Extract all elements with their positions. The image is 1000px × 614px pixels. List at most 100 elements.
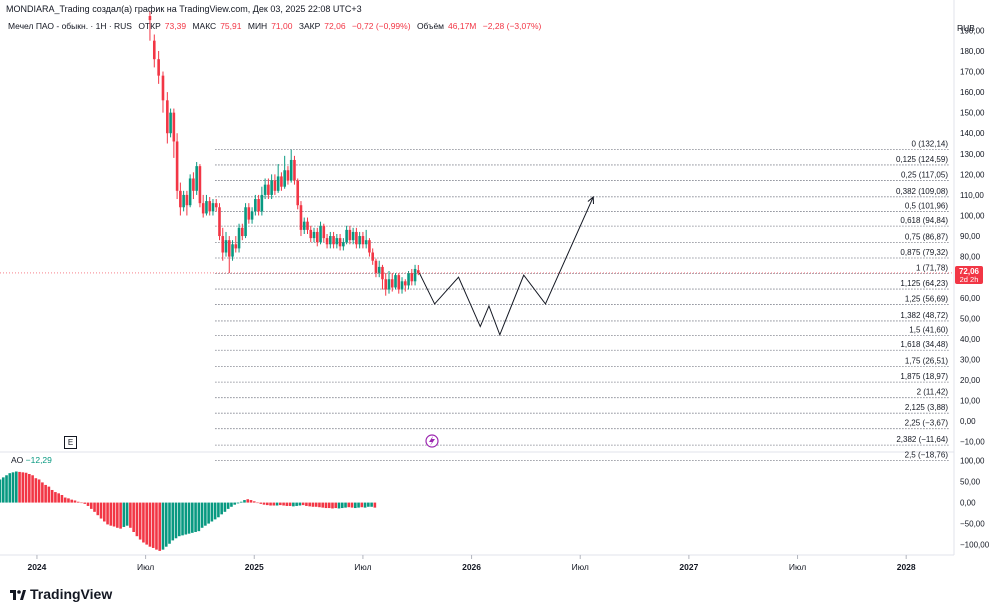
candle[interactable] bbox=[400, 277, 404, 294]
candle[interactable] bbox=[198, 164, 202, 208]
candle[interactable] bbox=[387, 271, 391, 294]
candle[interactable] bbox=[214, 199, 218, 212]
candle[interactable] bbox=[161, 71, 165, 113]
earnings-marker[interactable]: E bbox=[64, 436, 77, 449]
candle[interactable] bbox=[296, 178, 300, 210]
candle[interactable] bbox=[403, 279, 407, 292]
candle[interactable] bbox=[394, 273, 397, 290]
candle[interactable] bbox=[169, 108, 172, 138]
price-axis[interactable]: 190,00 180,00 170,00 160,00 150,00 140,00 130,… bbox=[960, 26, 985, 446]
candle[interactable] bbox=[172, 108, 176, 158]
candle[interactable] bbox=[283, 155, 286, 189]
candle[interactable] bbox=[218, 203, 221, 241]
candle[interactable] bbox=[289, 149, 293, 183]
candle[interactable] bbox=[185, 190, 189, 216]
candle[interactable] bbox=[417, 265, 420, 276]
tradingview-logo[interactable]: TradingView bbox=[10, 586, 112, 602]
candle[interactable] bbox=[329, 231, 332, 249]
candle[interactable] bbox=[361, 231, 365, 249]
symbol-name[interactable]: Мечел ПАО - обыкн. · 1H · RUS bbox=[8, 21, 132, 31]
candle[interactable] bbox=[276, 164, 280, 193]
candle[interactable] bbox=[188, 174, 192, 208]
candle[interactable] bbox=[224, 231, 228, 257]
candle[interactable] bbox=[413, 264, 417, 286]
candle[interactable] bbox=[208, 196, 212, 216]
candle[interactable] bbox=[312, 227, 316, 243]
candle[interactable] bbox=[358, 231, 361, 249]
candle-body bbox=[358, 236, 361, 245]
candle[interactable] bbox=[384, 273, 388, 296]
candle[interactable] bbox=[322, 223, 326, 243]
candle[interactable] bbox=[325, 234, 329, 249]
candle[interactable] bbox=[315, 227, 319, 247]
ao-bar bbox=[41, 482, 44, 503]
lightning-icon[interactable] bbox=[425, 434, 439, 448]
candle[interactable] bbox=[286, 166, 290, 185]
candle[interactable] bbox=[306, 217, 309, 234]
candle[interactable] bbox=[335, 234, 339, 249]
candles[interactable] bbox=[148, 11, 420, 296]
projection-line[interactable] bbox=[418, 196, 594, 337]
candle[interactable] bbox=[240, 223, 244, 241]
candle[interactable] bbox=[280, 172, 283, 191]
candle[interactable] bbox=[374, 258, 378, 278]
candle[interactable] bbox=[299, 201, 303, 237]
candle[interactable] bbox=[182, 190, 185, 212]
candle[interactable] bbox=[267, 178, 270, 200]
candle[interactable] bbox=[211, 199, 215, 216]
candle[interactable] bbox=[302, 217, 306, 234]
currency-label[interactable]: RUB bbox=[957, 23, 975, 33]
candle[interactable] bbox=[257, 194, 260, 216]
candle[interactable] bbox=[205, 194, 208, 216]
time-axis[interactable]: 2024 Июл 2025 Июл 2026 Июл 2027 Июл 2028 bbox=[27, 555, 916, 572]
candle[interactable] bbox=[345, 225, 348, 245]
candle[interactable] bbox=[166, 92, 169, 144]
candle[interactable] bbox=[348, 225, 352, 245]
candle[interactable] bbox=[227, 236, 231, 274]
candle[interactable] bbox=[179, 182, 182, 216]
candle[interactable] bbox=[273, 174, 277, 195]
candle[interactable] bbox=[195, 162, 198, 195]
candle[interactable] bbox=[368, 238, 371, 257]
candle[interactable] bbox=[152, 34, 156, 68]
candle[interactable] bbox=[157, 50, 160, 84]
candle[interactable] bbox=[351, 227, 355, 245]
candle[interactable] bbox=[332, 231, 335, 249]
candle[interactable] bbox=[175, 133, 179, 200]
candle[interactable] bbox=[355, 227, 358, 249]
candle[interactable] bbox=[247, 203, 251, 224]
candle[interactable] bbox=[407, 271, 410, 290]
candle[interactable] bbox=[397, 273, 401, 294]
candle[interactable] bbox=[263, 178, 267, 200]
candle-body bbox=[390, 279, 394, 288]
candle[interactable] bbox=[377, 260, 381, 278]
candle[interactable] bbox=[237, 223, 241, 253]
candle[interactable] bbox=[293, 155, 296, 185]
tradingview-logo-icon bbox=[10, 588, 26, 600]
candle[interactable] bbox=[234, 236, 238, 253]
candle[interactable] bbox=[192, 172, 195, 200]
projection-path[interactable] bbox=[418, 195, 594, 337]
candle-body bbox=[302, 221, 306, 230]
candle[interactable] bbox=[371, 248, 374, 265]
candle[interactable] bbox=[254, 194, 257, 216]
candle[interactable] bbox=[338, 234, 342, 251]
candle-body bbox=[270, 180, 273, 195]
candle[interactable] bbox=[244, 203, 247, 239]
candle[interactable] bbox=[231, 240, 234, 261]
candle[interactable] bbox=[342, 238, 345, 251]
candle[interactable] bbox=[201, 194, 205, 218]
candle[interactable] bbox=[148, 11, 152, 41]
fibonacci-levels[interactable]: 0 (132,14) 0,125 (124,59) 0,25 (117,05) 0,3… bbox=[215, 139, 949, 462]
candle[interactable] bbox=[381, 264, 384, 290]
candle[interactable] bbox=[364, 229, 368, 249]
candle[interactable] bbox=[319, 221, 322, 245]
candle[interactable] bbox=[390, 273, 394, 292]
candle[interactable] bbox=[221, 227, 225, 261]
candle[interactable] bbox=[270, 174, 273, 200]
candle[interactable] bbox=[260, 186, 264, 216]
candle[interactable] bbox=[410, 268, 414, 286]
candle[interactable] bbox=[309, 225, 313, 243]
candle[interactable] bbox=[250, 207, 254, 224]
